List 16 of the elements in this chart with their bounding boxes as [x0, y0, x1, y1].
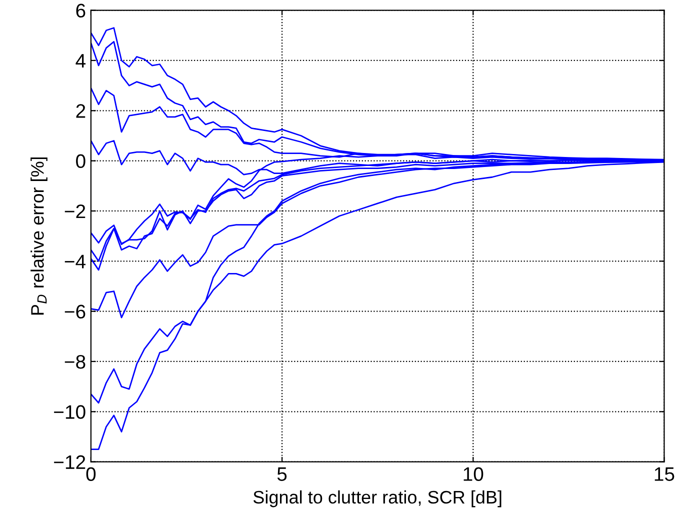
- y-tick-label: −2: [64, 204, 86, 218]
- x-tick-label: 15: [654, 467, 674, 481]
- y-tick-label: 6: [76, 4, 86, 18]
- y-tick-label: −6: [64, 304, 86, 319]
- y-axis-title: P$_{D}$ relative error [%]: [30, 157, 48, 315]
- y-tick-label: −12: [54, 455, 86, 469]
- y-tick-label: 4: [76, 54, 86, 68]
- y-tick-label: 0: [76, 154, 86, 168]
- y-tick-label: −4: [64, 254, 86, 268]
- y-tick-label: −10: [54, 405, 86, 419]
- x-tick-label: 5: [277, 467, 287, 481]
- x-tick-label: 0: [86, 467, 96, 481]
- x-tick-label: 10: [464, 467, 484, 481]
- y-tick-label: 2: [76, 104, 86, 118]
- y-tick-label: −8: [64, 354, 86, 369]
- x-axis-title: Signal to clutter ratio, SCR [dB]: [253, 490, 502, 508]
